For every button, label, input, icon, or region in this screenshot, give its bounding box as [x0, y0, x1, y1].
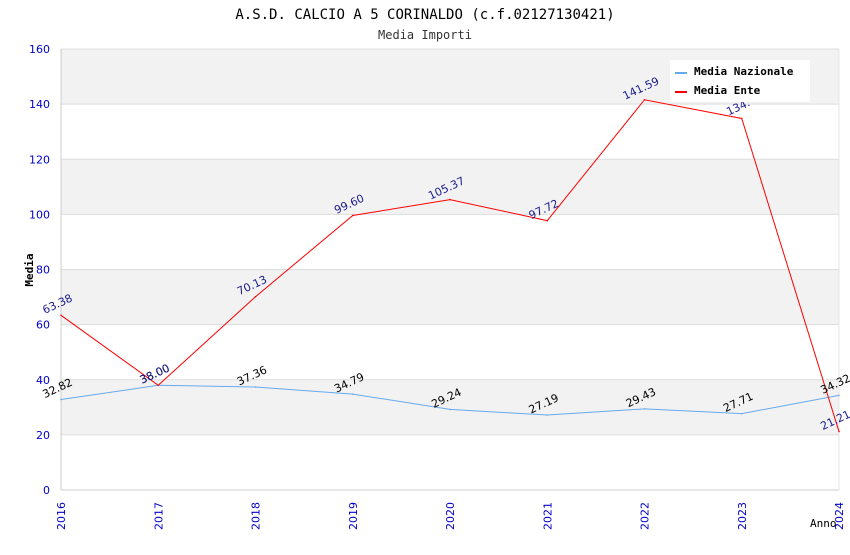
- data-point-ente: [740, 117, 743, 120]
- x-tick-label: 2023: [736, 502, 749, 530]
- data-point-nazionale: [449, 408, 451, 411]
- x-tick-label: 2019: [347, 502, 360, 530]
- chart-title: A.S.D. CALCIO A 5 CORINALDO (c.f.0212713…: [235, 7, 614, 23]
- data-point-nazionale: [351, 393, 354, 395]
- grid-lines: [60, 48, 840, 491]
- y-tick-label: 100: [29, 208, 50, 221]
- y-tick-label: 160: [29, 43, 50, 56]
- legend-label-nazionale: Media Nazionale: [694, 65, 794, 78]
- data-point-ente: [351, 214, 354, 217]
- data-point-ente: [254, 295, 257, 298]
- chart-subtitle: Media Importi: [378, 28, 472, 42]
- y-tick-label: 60: [36, 319, 50, 332]
- plot-background: [61, 49, 839, 435]
- x-tick-label: 2016: [55, 502, 68, 530]
- plot-band: [61, 379, 839, 435]
- data-point-ente: [157, 384, 160, 387]
- y-tick-label: 80: [36, 264, 50, 277]
- x-tick-label: 2020: [444, 502, 457, 530]
- x-tick-label: 2022: [639, 502, 652, 530]
- y-axis: 0 20 40 60 80 100 120 140 160: [29, 43, 50, 497]
- y-axis-label: Media: [23, 253, 36, 286]
- legend: Media Nazionale Media Ente: [670, 60, 810, 102]
- data-point-ente: [643, 98, 646, 101]
- x-tick-label: 2018: [250, 502, 263, 530]
- series-layer: [60, 98, 840, 433]
- data-point-nazionale: [740, 412, 743, 415]
- x-tick-label: 2024: [833, 502, 846, 530]
- data-point-nazionale: [546, 414, 549, 416]
- y-tick-label: 40: [36, 374, 50, 387]
- x-tick-label: 2021: [541, 502, 554, 530]
- x-axis: 2016 2017 2018 2019 2020 2021 2022 2023 2024: [55, 502, 846, 530]
- data-point-ente: [546, 219, 549, 222]
- y-tick-label: 0: [43, 484, 50, 497]
- x-tick-label: 2017: [152, 502, 165, 530]
- plot-band: [61, 269, 839, 325]
- y-tick-label: 20: [36, 429, 50, 442]
- x-axis-label: Anno: [810, 517, 837, 530]
- data-point-ente: [838, 430, 840, 433]
- y-tick-label: 120: [29, 153, 50, 166]
- data-point-ente: [60, 314, 62, 317]
- y-tick-label: 140: [29, 98, 50, 111]
- plot-band: [61, 159, 839, 215]
- data-point-nazionale: [643, 408, 646, 410]
- data-point-ente: [449, 198, 451, 201]
- data-point-nazionale: [60, 398, 62, 401]
- legend-label-ente: Media Ente: [694, 84, 761, 97]
- data-point-nazionale: [254, 386, 257, 388]
- data-point-nazionale: [838, 394, 840, 397]
